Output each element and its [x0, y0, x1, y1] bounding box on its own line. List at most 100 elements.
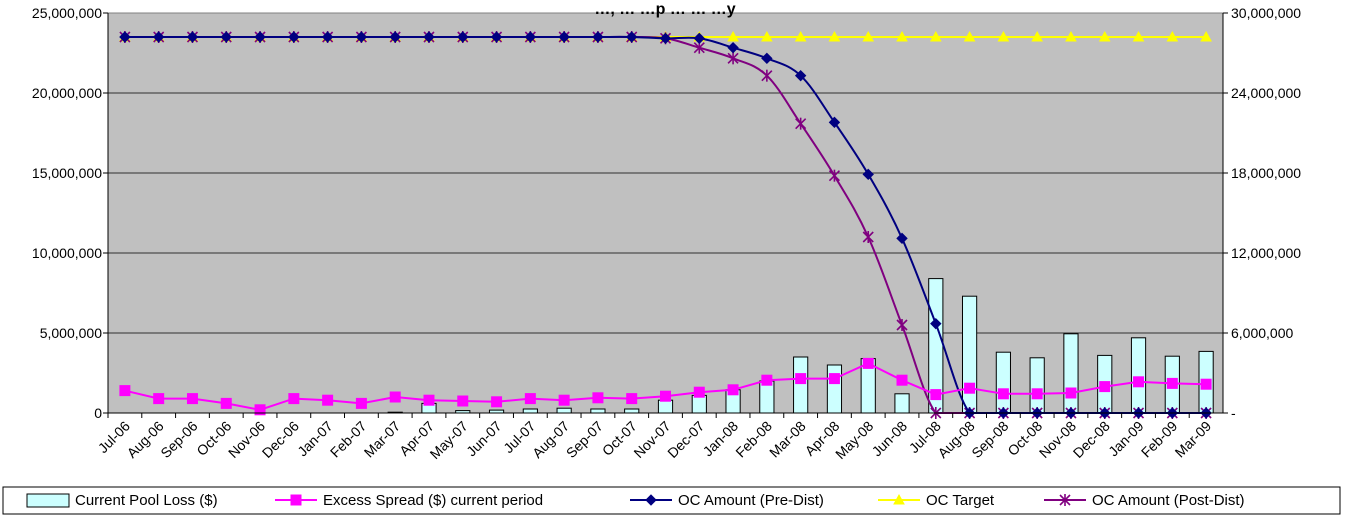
- square-marker: [828, 373, 840, 385]
- square-marker: [1065, 387, 1077, 399]
- square-marker: [355, 397, 367, 409]
- bar: [556, 407, 572, 414]
- x-tick-label: May-08: [832, 418, 876, 462]
- diamond-marker: [659, 32, 672, 45]
- star-marker: [862, 231, 874, 243]
- x-tick-label: Dec-08: [1070, 418, 1113, 461]
- diamond-marker: [152, 31, 165, 43]
- y-right-tick-label: 18,000,000: [1231, 165, 1301, 181]
- legend-item: OC Amount (Pre-Dist): [630, 492, 824, 509]
- x-tick-label: Jun-07: [463, 418, 505, 460]
- series-excess-spread-current-period: [119, 357, 1212, 416]
- triangle-marker: [828, 30, 841, 42]
- x-tick-label: Nov-08: [1036, 418, 1079, 461]
- bar: [624, 408, 640, 414]
- y-left-tick-label: 5,000,000: [40, 325, 102, 341]
- x-tick-label: Aug-06: [124, 418, 167, 461]
- square-marker: [1200, 378, 1212, 390]
- diamond-marker: [186, 31, 199, 43]
- x-axis: Jul-06Aug-06Sep-06Oct-06Nov-06Dec-06Jan-…: [95, 412, 1223, 462]
- bar: [522, 408, 538, 414]
- square-marker: [1099, 381, 1111, 393]
- star-marker: [727, 52, 739, 65]
- y-left-tick-label: 20,000,000: [32, 85, 102, 101]
- x-tick-label: Nov-06: [225, 418, 268, 461]
- legend-swatch: [26, 493, 70, 508]
- square-marker: [1166, 377, 1178, 389]
- legend-label: OC Target: [926, 492, 995, 509]
- square-marker: [254, 404, 266, 416]
- diamond-marker: [423, 31, 435, 43]
- diamond-marker: [930, 317, 942, 330]
- y-left-tick-label: 15,000,000: [32, 165, 102, 181]
- square-marker: [288, 393, 300, 405]
- x-tick-label: Nov-07: [630, 418, 673, 461]
- x-tick-label: Sep-08: [968, 418, 1011, 461]
- legend-label: Excess Spread ($) current period: [323, 492, 543, 509]
- triangle-marker: [929, 30, 942, 42]
- x-tick-label: Sep-07: [563, 418, 606, 461]
- square-marker: [862, 357, 874, 369]
- triangle-marker: [1132, 30, 1145, 42]
- triangle-marker: [896, 30, 908, 42]
- x-tick-label: Mar-09: [1172, 418, 1215, 461]
- bar: [1029, 357, 1045, 414]
- x-tick-label: Dec-06: [259, 418, 302, 461]
- x-tick-label: Aug-08: [934, 418, 977, 461]
- bar: [894, 393, 910, 414]
- y-right-tick-label: 24,000,000: [1231, 85, 1301, 101]
- star-marker: [795, 117, 807, 130]
- star-marker: [828, 169, 841, 182]
- bar: [1130, 337, 1147, 414]
- star-marker: [1059, 494, 1071, 506]
- legend-label: OC Amount (Pre-Dist): [678, 492, 824, 509]
- x-tick-label: Mar-07: [361, 418, 404, 461]
- diamond-marker: [761, 52, 773, 65]
- star-marker: [896, 319, 908, 331]
- legend-label: OC Amount (Post-Dist): [1092, 492, 1245, 509]
- y-axis-right: - 6,000,000 12,000,000 18,000,000 24,000,000…: [1222, 5, 1301, 421]
- diamond-marker: [794, 69, 807, 82]
- diamond-marker: [626, 31, 638, 43]
- triangle-marker: [997, 30, 1010, 42]
- diamond-marker: [321, 31, 334, 43]
- y-axis-left: 0 5,000,000 10,000,000 15,000,000 20,000,000…: [32, 5, 109, 421]
- star-marker: [761, 69, 773, 82]
- y-left-tick-label: 10,000,000: [32, 245, 102, 261]
- square-marker: [761, 374, 773, 386]
- y-left-tick-label: 0: [94, 405, 102, 421]
- square-marker: [457, 395, 469, 407]
- square-marker: [693, 386, 705, 398]
- square-marker: [290, 494, 302, 506]
- bar: [657, 399, 674, 414]
- bar: [826, 364, 843, 414]
- square-marker: [660, 390, 671, 402]
- triangle-marker: [1031, 30, 1044, 42]
- diamond-marker: [355, 31, 368, 43]
- square-marker: [795, 373, 807, 385]
- x-tick-label: Feb-08: [732, 418, 775, 461]
- chart-title: …, … …p … … …y: [594, 1, 735, 18]
- square-marker: [626, 393, 638, 405]
- diamond-marker: [828, 116, 841, 129]
- diamond-marker: [490, 31, 503, 43]
- diamond-marker: [457, 31, 469, 43]
- y-right-tick-label: 12,000,000: [1231, 245, 1301, 261]
- diamond-marker: [727, 41, 739, 54]
- square-marker: [423, 394, 435, 406]
- x-tick-label: Feb-07: [327, 418, 370, 461]
- y-right-tick-label: 6,000,000: [1231, 325, 1293, 341]
- bar: [759, 380, 775, 414]
- legend-item: OC Amount (Post-Dist): [1044, 492, 1245, 509]
- square-marker: [1031, 388, 1043, 400]
- x-tick-label: Jun-08: [869, 418, 911, 460]
- square-marker: [491, 396, 503, 408]
- x-tick-label: Dec-07: [664, 418, 707, 461]
- diamond-marker: [645, 494, 657, 506]
- diamond-marker: [220, 31, 232, 43]
- diamond-marker: [558, 31, 570, 43]
- square-marker: [997, 388, 1009, 400]
- triangle-marker: [1166, 30, 1179, 42]
- x-tick-label: Sep-06: [157, 418, 200, 461]
- square-marker: [220, 397, 232, 409]
